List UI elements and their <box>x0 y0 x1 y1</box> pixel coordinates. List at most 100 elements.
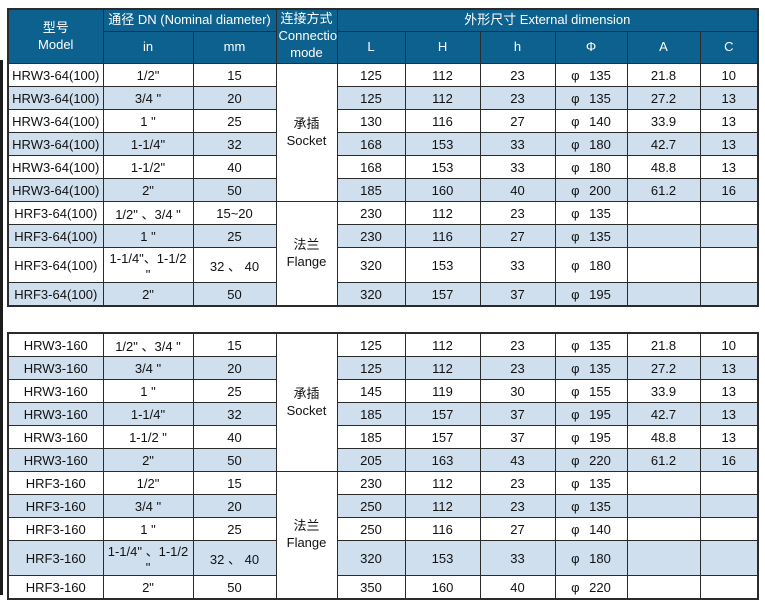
inch-cell: 1-1/2 " <box>102 425 194 449</box>
table-row: HRW3-160 3/4 " 20 125 112 23 φ 135 27.2 13 <box>7 356 759 380</box>
table-row: HRW3-64(100) 1 " 25 130 116 27 φ 140 33.9 13 <box>7 109 759 133</box>
dim-phi-cell: φ 140 <box>554 109 628 133</box>
dim-H-cell: 153 <box>404 155 481 179</box>
dim-L-cell: 350 <box>336 575 406 600</box>
mm-cell: 20 <box>192 494 277 518</box>
inch-cell: 3/4 " <box>102 86 194 110</box>
header-phi: Φ <box>554 31 628 64</box>
dim-H-cell: 112 <box>404 356 481 380</box>
dim-h-cell: 40 <box>479 575 556 600</box>
mm-cell: 25 <box>192 224 277 248</box>
mm-cell: 40 <box>192 425 277 449</box>
dim-C-cell: 16 <box>699 178 759 202</box>
inch-cell: 3/4 " <box>102 494 194 518</box>
dim-h-cell: 23 <box>479 332 556 357</box>
inch-cell: 1 " <box>102 517 194 541</box>
dim-L-cell: 320 <box>336 247 406 283</box>
model-cell: HRW3-160 <box>7 332 104 357</box>
dim-C-cell: 10 <box>699 63 759 87</box>
table-row: HRF3-160 3/4 " 20 250 112 23 φ 135 <box>7 494 759 518</box>
header-external-dimension: 外形尺寸 External dimension <box>336 8 759 32</box>
dim-A-cell: 21.8 <box>626 63 701 87</box>
table-row: HRW3-160 2" 50 205 163 43 φ 220 61.2 16 <box>7 448 759 472</box>
dim-h-cell: 27 <box>479 224 556 248</box>
dim-H-cell: 153 <box>404 247 481 283</box>
dim-A-cell: 27.2 <box>626 356 701 380</box>
mm-cell: 15 <box>192 332 277 357</box>
inch-cell: 1/2" <box>102 471 194 495</box>
dim-C-cell: 13 <box>699 379 759 403</box>
dim-L-cell: 230 <box>336 224 406 248</box>
dim-H-cell: 116 <box>404 224 481 248</box>
dim-h-cell: 23 <box>479 471 556 495</box>
dim-H-cell: 112 <box>404 494 481 518</box>
dim-H-cell: 112 <box>404 332 481 357</box>
scan-edge-artifact <box>0 60 3 595</box>
mm-cell: 20 <box>192 356 277 380</box>
dim-h-cell: 43 <box>479 448 556 472</box>
model-cell: HRW3-160 <box>7 379 104 403</box>
model-cell: HRF3-160 <box>7 494 104 518</box>
dim-A-cell: 42.7 <box>626 402 701 426</box>
dim-h-cell: 27 <box>479 109 556 133</box>
dim-C-cell <box>699 575 759 600</box>
mm-cell: 25 <box>192 109 277 133</box>
dim-H-cell: 116 <box>404 109 481 133</box>
dim-phi-cell: φ 180 <box>554 155 628 179</box>
dim-L-cell: 168 <box>336 132 406 156</box>
mm-cell: 50 <box>192 282 277 307</box>
inch-cell: 1-1/4" <box>102 402 194 426</box>
table-row: HRW3-160 1-1/4" 32 185 157 37 φ 195 42.7 13 <box>7 402 759 426</box>
table-row: HRW3-64(100) 3/4 " 20 125 112 23 φ 135 27.2 13 <box>7 86 759 110</box>
header-connection-mode: 连接方式 Connection mode <box>275 8 338 64</box>
mm-cell: 50 <box>192 575 277 600</box>
connection-mode-cell: 承插 Socket <box>275 63 338 202</box>
dim-L-cell: 125 <box>336 356 406 380</box>
dim-phi-cell: φ 155 <box>554 379 628 403</box>
inch-cell: 1/2" 、3/4 " <box>102 201 194 225</box>
dim-phi-cell: φ 220 <box>554 575 628 600</box>
dim-C-cell <box>699 494 759 518</box>
dim-H-cell: 112 <box>404 201 481 225</box>
table-row: HRW3-64(100) 1-1/4" 32 168 153 33 φ 180 42.7 13 <box>7 132 759 156</box>
dim-A-cell <box>626 201 701 225</box>
dim-C-cell <box>699 471 759 495</box>
dim-h-cell: 23 <box>479 86 556 110</box>
dim-C-cell <box>699 282 759 307</box>
dim-C-cell: 16 <box>699 448 759 472</box>
dim-h-cell: 30 <box>479 379 556 403</box>
dim-C-cell: 13 <box>699 155 759 179</box>
inch-cell: 2" <box>102 282 194 307</box>
dim-H-cell: 112 <box>404 471 481 495</box>
dim-phi-cell: φ 135 <box>554 471 628 495</box>
dim-A-cell <box>626 224 701 248</box>
connection-mode-cell: 承插 Socket <box>275 332 338 472</box>
inch-cell: 1-1/2" <box>102 155 194 179</box>
dim-L-cell: 320 <box>336 282 406 307</box>
mm-cell: 50 <box>192 448 277 472</box>
mm-cell: 32 、 40 <box>192 247 277 283</box>
model-cell: HRF3-160 <box>7 517 104 541</box>
dim-phi-cell: φ 180 <box>554 247 628 283</box>
dim-phi-cell: φ 200 <box>554 178 628 202</box>
header-model: 型号 Model <box>7 8 104 64</box>
dim-A-cell <box>626 282 701 307</box>
mm-cell: 25 <box>192 379 277 403</box>
dim-H-cell: 153 <box>404 132 481 156</box>
header-L: L <box>336 31 406 64</box>
dim-A-cell <box>626 575 701 600</box>
header-h: h <box>479 31 556 64</box>
model-cell: HRF3-160 <box>7 471 104 495</box>
dim-L-cell: 145 <box>336 379 406 403</box>
dim-h-cell: 23 <box>479 356 556 380</box>
table-row: HRF3-64(100) 1-1/4"、1-1/2 " 32 、 40 320 153 3… <box>7 247 759 283</box>
table-row: HRF3-160 1 " 25 250 116 27 φ 140 <box>7 517 759 541</box>
connection-mode-cell: 法兰 Flange <box>275 201 338 307</box>
model-cell: HRW3-64(100) <box>7 155 104 179</box>
table-row: HRF3-64(100) 1 " 25 230 116 27 φ 135 <box>7 224 759 248</box>
dim-h-cell: 37 <box>479 282 556 307</box>
model-cell: HRW3-64(100) <box>7 63 104 87</box>
dim-H-cell: 163 <box>404 448 481 472</box>
dim-phi-cell: φ 180 <box>554 132 628 156</box>
dim-A-cell <box>626 247 701 283</box>
